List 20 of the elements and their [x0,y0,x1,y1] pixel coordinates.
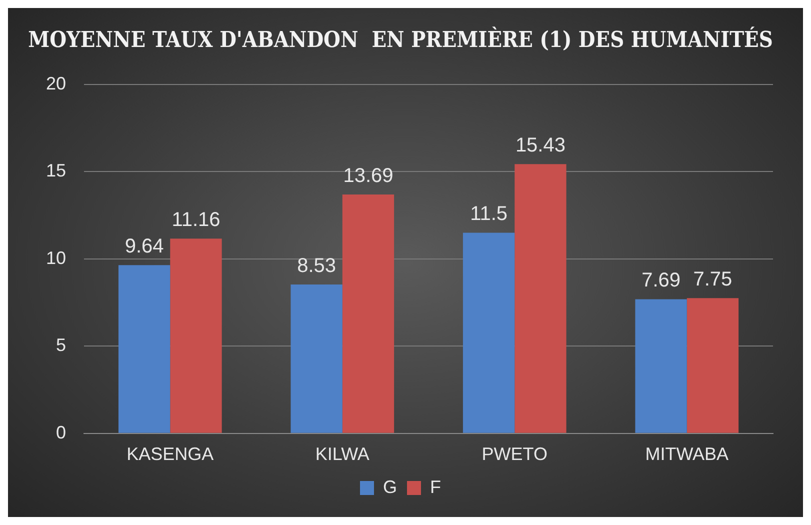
data-label: 15.43 [515,134,566,157]
y-tick-label: 10 [46,248,66,268]
x-tick-label: KASENGA [126,444,214,464]
chart-title: MOYENNE TAUX D'ABANDON EN PREMIÈRE (1) DES HUMANITÉS [28,26,773,52]
legend-label: F [430,476,442,497]
x-tick-label: PWETO [482,444,548,464]
data-label: 11.5 [470,203,508,226]
y-tick-label: 15 [46,160,66,181]
y-tick-label: 20 [46,73,66,94]
data-label: 7.75 [693,268,732,291]
data-label: 13.69 [343,165,394,188]
y-tick-label: 5 [56,335,66,356]
x-tick-label: KILWA [315,444,370,464]
x-tick-label: MITWABA [645,444,729,464]
data-label: 11.16 [172,209,220,232]
data-label: 7.69 [642,270,681,292]
data-label: 8.53 [297,255,336,278]
data-label: 9.64 [124,236,164,258]
legend-label: G [383,476,398,497]
y-tick-label: 0 [56,422,66,442]
